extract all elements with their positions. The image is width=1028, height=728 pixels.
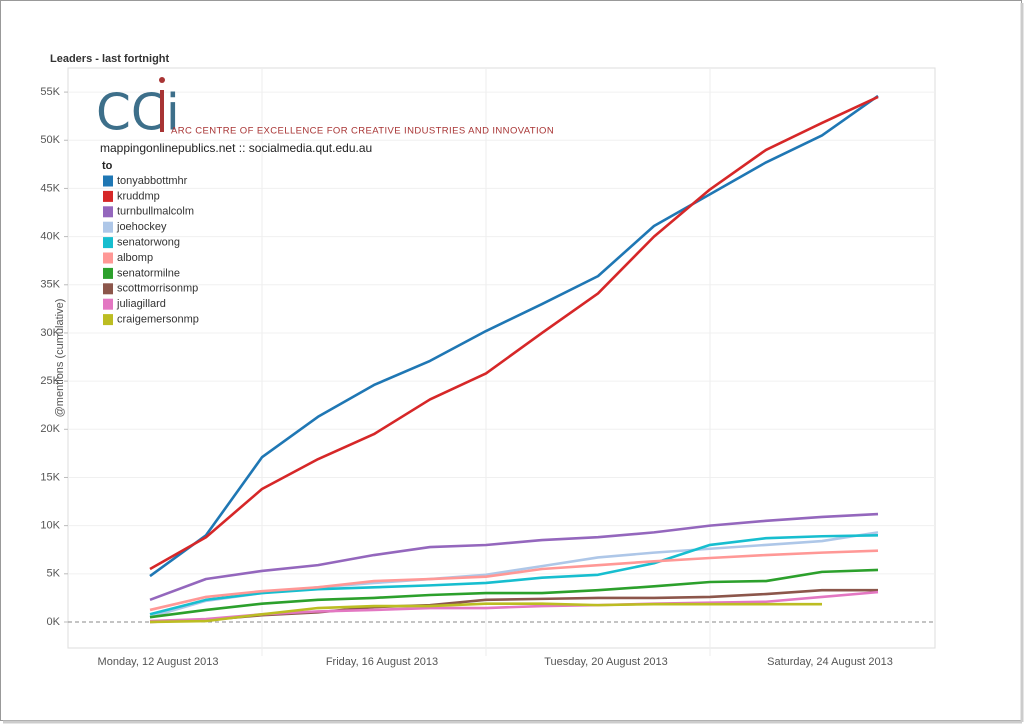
legend-label: albomp — [117, 252, 153, 264]
legend-swatch — [103, 237, 113, 249]
y-tick-label: 25K — [40, 375, 60, 387]
y-tick-label: 55K — [40, 86, 60, 98]
y-tick-label: 50K — [40, 134, 60, 146]
x-tick-label: Friday, 16 August 2013 — [326, 656, 438, 668]
site: mappingonlinepublics.net :: socialmedia.… — [100, 141, 372, 155]
legend-label: joehockey — [116, 221, 167, 233]
legend-swatch — [103, 298, 113, 310]
legend-swatch — [103, 175, 113, 187]
x-tick-label: Saturday, 24 August 2013 — [767, 656, 893, 668]
y-tick-label: 15K — [40, 471, 60, 483]
logo: CCi — [96, 84, 180, 142]
legend-label: turnbullmalcolm — [117, 206, 194, 218]
y-tick-label: 10K — [40, 520, 60, 532]
legend-label: scottmorrisonmp — [117, 283, 198, 295]
legend-swatch — [103, 252, 113, 264]
chart-title: Leaders - last fortnight — [50, 53, 170, 65]
legend-swatch — [103, 190, 113, 202]
legend-label: senatormilne — [117, 267, 180, 279]
y-tick-label: 20K — [40, 423, 60, 435]
plot-area — [67, 67, 936, 649]
legend: tonyabbottmhr kruddmp turnbullmalcolm joeho… — [103, 175, 199, 326]
y-tick-label: 0K — [47, 616, 61, 628]
legend-swatch — [103, 206, 113, 218]
y-tick-label: 45K — [40, 182, 60, 194]
organization: ARC CENTRE OF EXCELLENCE FOR CREATIVE IN… — [171, 126, 554, 137]
legend-swatch — [103, 314, 113, 326]
series-line — [149, 95, 879, 571]
legend-label: kruddmp — [117, 190, 160, 202]
series-line — [149, 602, 822, 624]
logo-dot — [159, 77, 165, 83]
legend-label: juliagillard — [116, 298, 166, 310]
y-tick-label: 35K — [40, 279, 60, 291]
legend-title: to — [102, 160, 113, 172]
x-tick-label: Monday, 12 August 2013 — [98, 656, 219, 668]
y-tick-label: 30K — [40, 327, 60, 339]
legend-label: senatorwong — [117, 237, 180, 249]
legend-swatch — [103, 221, 113, 233]
y-tick-label: 5K — [47, 568, 61, 580]
legend-label: tonyabbottmhr — [117, 175, 188, 187]
y-tick-label: 40K — [40, 231, 60, 243]
series-line — [149, 512, 879, 602]
legend-swatch — [103, 267, 113, 279]
legend-swatch — [103, 283, 113, 295]
series-line — [149, 94, 879, 578]
lines — [149, 94, 879, 624]
x-tick-label: Tuesday, 20 August 2013 — [544, 656, 668, 668]
y-axis-label: @mentions (cumulative) — [54, 299, 66, 418]
series-line — [149, 568, 879, 619]
legend-label: craigemersonmp — [117, 314, 199, 326]
series-line — [149, 533, 879, 616]
series-line — [149, 549, 879, 612]
